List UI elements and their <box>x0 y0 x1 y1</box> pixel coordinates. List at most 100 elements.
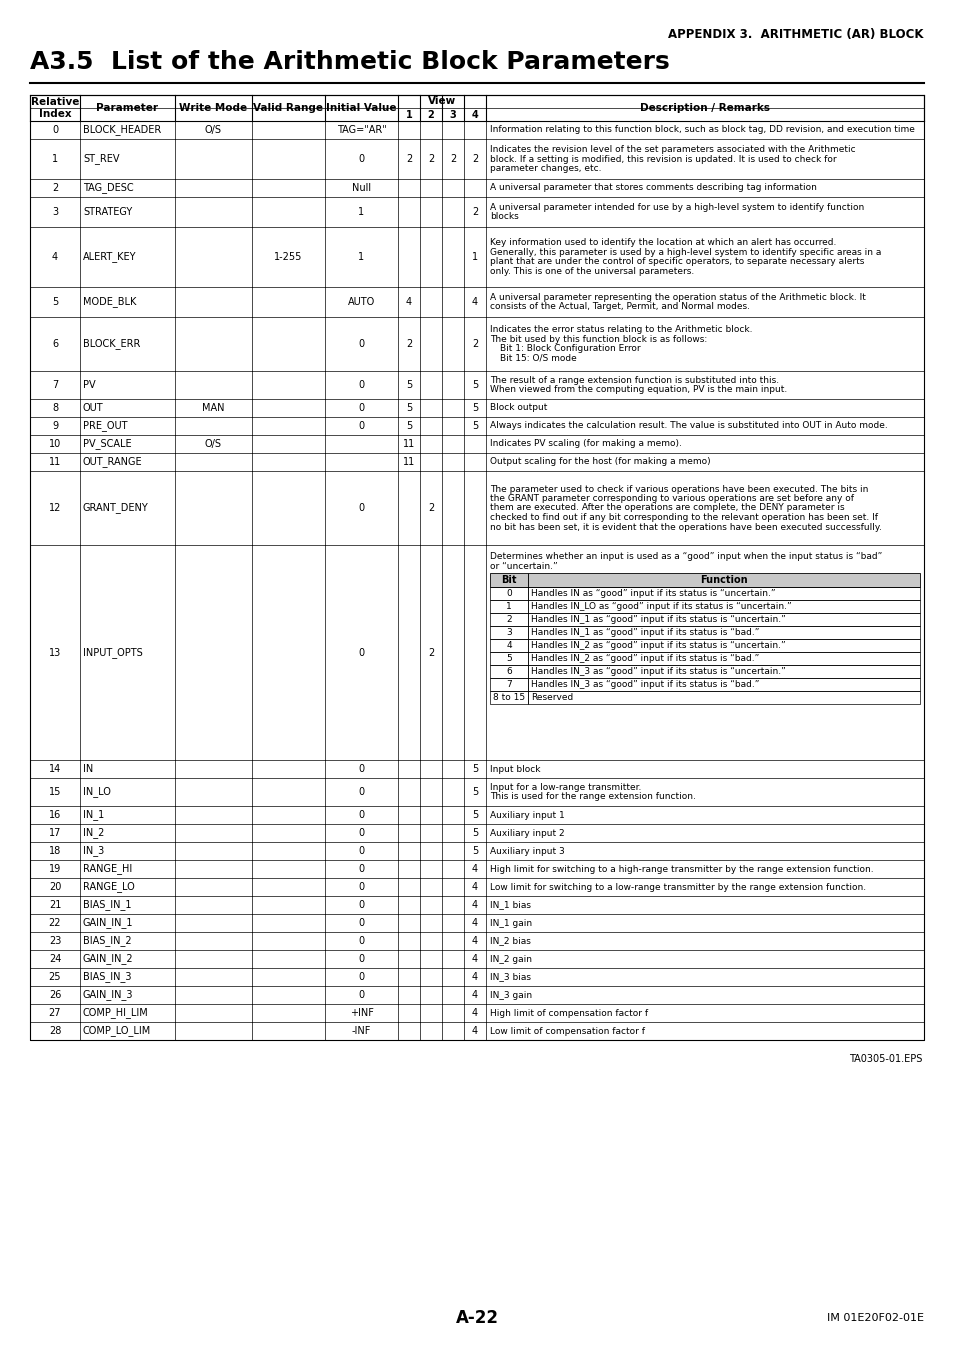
Bar <box>527 626 919 639</box>
Text: 26: 26 <box>49 990 61 1000</box>
Text: Handles IN_3 as “good” input if its status is “bad.”: Handles IN_3 as “good” input if its stat… <box>531 680 759 689</box>
Text: Indicates the error status relating to the Arithmetic block.: Indicates the error status relating to t… <box>490 326 752 334</box>
Text: 0: 0 <box>358 403 364 413</box>
Text: Bit: Bit <box>500 576 517 585</box>
Text: 1: 1 <box>405 109 412 119</box>
Text: Generally, this parameter is used by a high-level system to identify specific ar: Generally, this parameter is used by a h… <box>490 247 881 257</box>
Text: IN_3: IN_3 <box>83 846 104 857</box>
Text: Block output: Block output <box>490 404 547 412</box>
Text: BIAS_IN_3: BIAS_IN_3 <box>83 971 132 982</box>
Text: IN_2: IN_2 <box>83 828 104 839</box>
Bar <box>490 653 527 665</box>
Text: Bit 1: Block Configuration Error: Bit 1: Block Configuration Error <box>499 345 640 353</box>
Text: Indicates the revision level of the set parameters associated with the Arithmeti: Indicates the revision level of the set … <box>490 145 855 154</box>
Text: COMP_HI_LIM: COMP_HI_LIM <box>83 1008 149 1019</box>
Bar <box>490 613 527 626</box>
Text: Description / Remarks: Description / Remarks <box>639 103 769 113</box>
Text: When viewed from the computing equation, PV is the main input.: When viewed from the computing equation,… <box>490 385 786 394</box>
Text: 28: 28 <box>49 1025 61 1036</box>
Text: 3: 3 <box>506 628 512 638</box>
Text: 1: 1 <box>358 207 364 218</box>
Text: 15: 15 <box>49 788 61 797</box>
Text: only. This is one of the universal parameters.: only. This is one of the universal param… <box>490 266 694 276</box>
Text: 0: 0 <box>358 788 364 797</box>
Text: 2: 2 <box>51 182 58 193</box>
Bar <box>527 690 919 704</box>
Text: 4: 4 <box>506 640 511 650</box>
Text: Handles IN_2 as “good” input if its status is “uncertain.”: Handles IN_2 as “good” input if its stat… <box>531 640 785 650</box>
Text: 2: 2 <box>450 154 456 163</box>
Text: 2: 2 <box>428 647 434 658</box>
Text: 0: 0 <box>506 589 512 598</box>
Bar <box>527 586 919 600</box>
Text: 4: 4 <box>471 109 477 119</box>
Text: 6: 6 <box>506 667 512 676</box>
Text: PRE_OUT: PRE_OUT <box>83 420 128 431</box>
Text: 4: 4 <box>472 1008 477 1019</box>
Text: 0: 0 <box>358 339 364 349</box>
Text: 14: 14 <box>49 765 61 774</box>
Text: View: View <box>428 96 456 107</box>
Text: 4: 4 <box>51 253 58 262</box>
Text: 11: 11 <box>402 457 415 467</box>
Text: Input for a low-range transmitter.: Input for a low-range transmitter. <box>490 782 640 792</box>
Text: -INF: -INF <box>352 1025 371 1036</box>
Bar <box>490 678 527 690</box>
Text: 0: 0 <box>358 846 364 857</box>
Text: Reserved: Reserved <box>531 693 573 703</box>
Text: The result of a range extension function is substituted into this.: The result of a range extension function… <box>490 376 779 385</box>
Text: IN_2 gain: IN_2 gain <box>490 955 532 963</box>
Text: 5: 5 <box>506 654 512 663</box>
Text: 0: 0 <box>358 811 364 820</box>
Text: 1-255: 1-255 <box>274 253 302 262</box>
Text: 1: 1 <box>51 154 58 163</box>
Bar <box>527 678 919 690</box>
Text: 6: 6 <box>51 339 58 349</box>
Text: Bit 15: O/S mode: Bit 15: O/S mode <box>499 354 577 363</box>
Text: BIAS_IN_2: BIAS_IN_2 <box>83 935 132 947</box>
Text: 0: 0 <box>358 828 364 838</box>
Text: 5: 5 <box>405 380 412 390</box>
Text: 12: 12 <box>49 503 61 513</box>
Text: A universal parameter intended for use by a high-level system to identify functi: A universal parameter intended for use b… <box>490 203 863 212</box>
Text: 4: 4 <box>472 900 477 911</box>
Text: no bit has been set, it is evident that the operations have been executed succes: no bit has been set, it is evident that … <box>490 523 881 531</box>
Text: GAIN_IN_1: GAIN_IN_1 <box>83 917 133 928</box>
Text: Valid Range: Valid Range <box>253 103 323 113</box>
Text: Input block: Input block <box>490 765 540 774</box>
Text: Indicates PV scaling (for making a memo).: Indicates PV scaling (for making a memo)… <box>490 439 681 449</box>
Text: RANGE_HI: RANGE_HI <box>83 863 132 874</box>
Text: Relative
Index: Relative Index <box>30 97 79 119</box>
Text: parameter changes, etc.: parameter changes, etc. <box>490 163 601 173</box>
Bar <box>490 639 527 653</box>
Text: STRATEGY: STRATEGY <box>83 207 132 218</box>
Bar <box>527 573 919 586</box>
Text: 0: 0 <box>358 647 364 658</box>
Text: 7: 7 <box>51 380 58 390</box>
Text: 0: 0 <box>358 917 364 928</box>
Text: 23: 23 <box>49 936 61 946</box>
Text: Handles IN_LO as “good” input if its status is “uncertain.”: Handles IN_LO as “good” input if its sta… <box>531 603 791 611</box>
Text: 5: 5 <box>472 403 477 413</box>
Bar <box>527 600 919 613</box>
Text: RANGE_LO: RANGE_LO <box>83 882 134 893</box>
Text: 27: 27 <box>49 1008 61 1019</box>
Text: 5: 5 <box>472 765 477 774</box>
Text: Null: Null <box>352 182 371 193</box>
Text: 1: 1 <box>358 253 364 262</box>
Text: IN_2 bias: IN_2 bias <box>490 936 530 946</box>
Text: Low limit for switching to a low-range transmitter by the range extension functi: Low limit for switching to a low-range t… <box>490 882 865 892</box>
Text: 2: 2 <box>428 503 434 513</box>
Text: 0: 0 <box>358 154 364 163</box>
Text: 4: 4 <box>472 865 477 874</box>
Text: 4: 4 <box>472 971 477 982</box>
Text: MODE_BLK: MODE_BLK <box>83 297 136 308</box>
Bar <box>490 573 527 586</box>
Bar <box>527 665 919 678</box>
Text: IN_3 gain: IN_3 gain <box>490 990 532 1000</box>
Text: 5: 5 <box>51 297 58 307</box>
Text: 3: 3 <box>449 109 456 119</box>
Text: Handles IN as “good” input if its status is “uncertain.”: Handles IN as “good” input if its status… <box>531 589 775 598</box>
Text: 19: 19 <box>49 865 61 874</box>
Text: Output scaling for the host (for making a memo): Output scaling for the host (for making … <box>490 458 710 466</box>
